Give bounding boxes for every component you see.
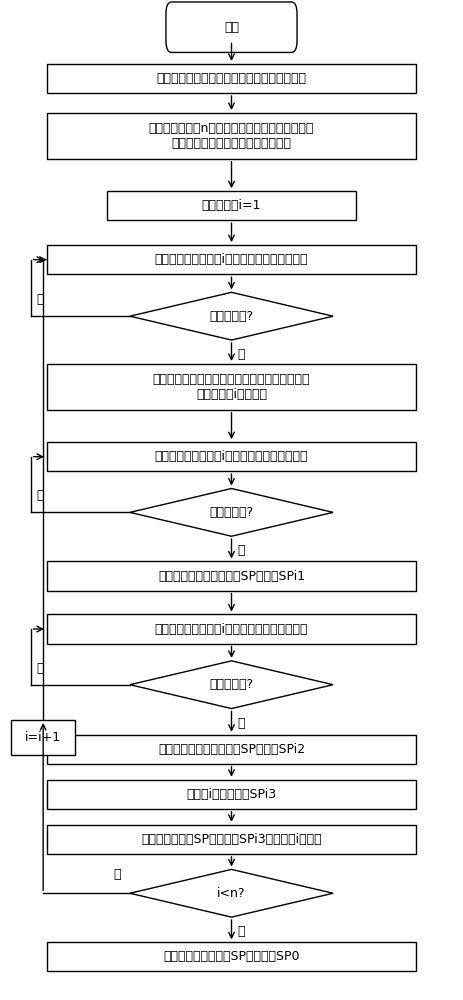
Text: 沿第二进给方向、对刀进给速度回撤主轴，回撤
距离等于第i步回撤量: 沿第二进给方向、对刀进给速度回撤主轴，回撤 距离等于第i步回撤量 [153,373,310,401]
Polygon shape [130,489,333,536]
Text: 激光被遮挡?: 激光被遮挡? [209,310,254,323]
Polygon shape [130,292,333,340]
Text: 否: 否 [237,925,244,938]
Bar [107,191,356,220]
Text: 否: 否 [36,489,44,502]
Text: 激光被遮挡?: 激光被遮挡? [209,506,254,519]
Bar [47,364,416,410]
Text: 起始对刀步i=1: 起始对刀步i=1 [202,199,261,212]
Text: i<n?: i<n? [217,887,246,900]
Bar [47,942,416,971]
Bar [47,780,416,809]
Bar [47,64,416,93]
Text: 沿第二旋转方向、第i步主轴旋转速度旋转主轴: 沿第二旋转方向、第i步主轴旋转速度旋转主轴 [155,623,308,636]
Text: 是: 是 [237,544,244,557]
Text: 停止旋转并记录此时主轴SP角度值SPi2: 停止旋转并记录此时主轴SP角度值SPi2 [158,743,305,756]
Text: 是: 是 [237,717,244,730]
Text: 否: 否 [36,293,44,306]
Text: 是: 是 [113,868,121,881]
Bar [47,245,416,274]
Text: 沿第一进给方向、第i步对刀进给速度移动主轴: 沿第一进给方向、第i步对刀进给速度移动主轴 [155,253,308,266]
Bar [47,113,416,159]
Polygon shape [130,869,333,917]
Text: 否: 否 [36,662,44,675]
Text: 激光被遮挡?: 激光被遮挡? [209,678,254,691]
Bar [47,825,416,854]
Text: 设定总对刀步数n，以及每一步对刀使用的对刀进
给速度、主轴旋转速度、对刀回撤量: 设定总对刀步数n，以及每一步对刀使用的对刀进 给速度、主轴旋转速度、对刀回撤量 [149,122,314,150]
Text: 开始: 开始 [224,21,239,34]
Text: 旋转主轴，调节SP角度值至SPi3，完成第i步对刀: 旋转主轴，调节SP角度值至SPi3，完成第i步对刀 [141,833,322,846]
Text: 停止旋转并记录此时主轴SP角度值SPi1: 停止旋转并记录此时主轴SP角度值SPi1 [158,570,305,583]
Text: 设定直刃刀具对刀位置，并移动主轴到该位置: 设定直刃刀具对刀位置，并移动主轴到该位置 [156,72,307,85]
FancyBboxPatch shape [166,2,297,52]
Bar [47,442,416,471]
Text: 计算第i步对刀角度SPi3: 计算第i步对刀角度SPi3 [187,788,276,801]
Text: 沿第一旋转方向、第i步主轴旋转速度旋转主轴: 沿第一旋转方向、第i步主轴旋转速度旋转主轴 [155,450,308,463]
Text: i=i+1: i=i+1 [25,731,61,744]
Bar [11,720,75,755]
Polygon shape [130,661,333,709]
Bar [47,614,416,644]
Text: 对刀完成，记录此时SP角度值为SP0: 对刀完成，记录此时SP角度值为SP0 [163,950,300,963]
Text: 是: 是 [237,348,244,361]
Bar [47,561,416,591]
Bar [47,735,416,764]
